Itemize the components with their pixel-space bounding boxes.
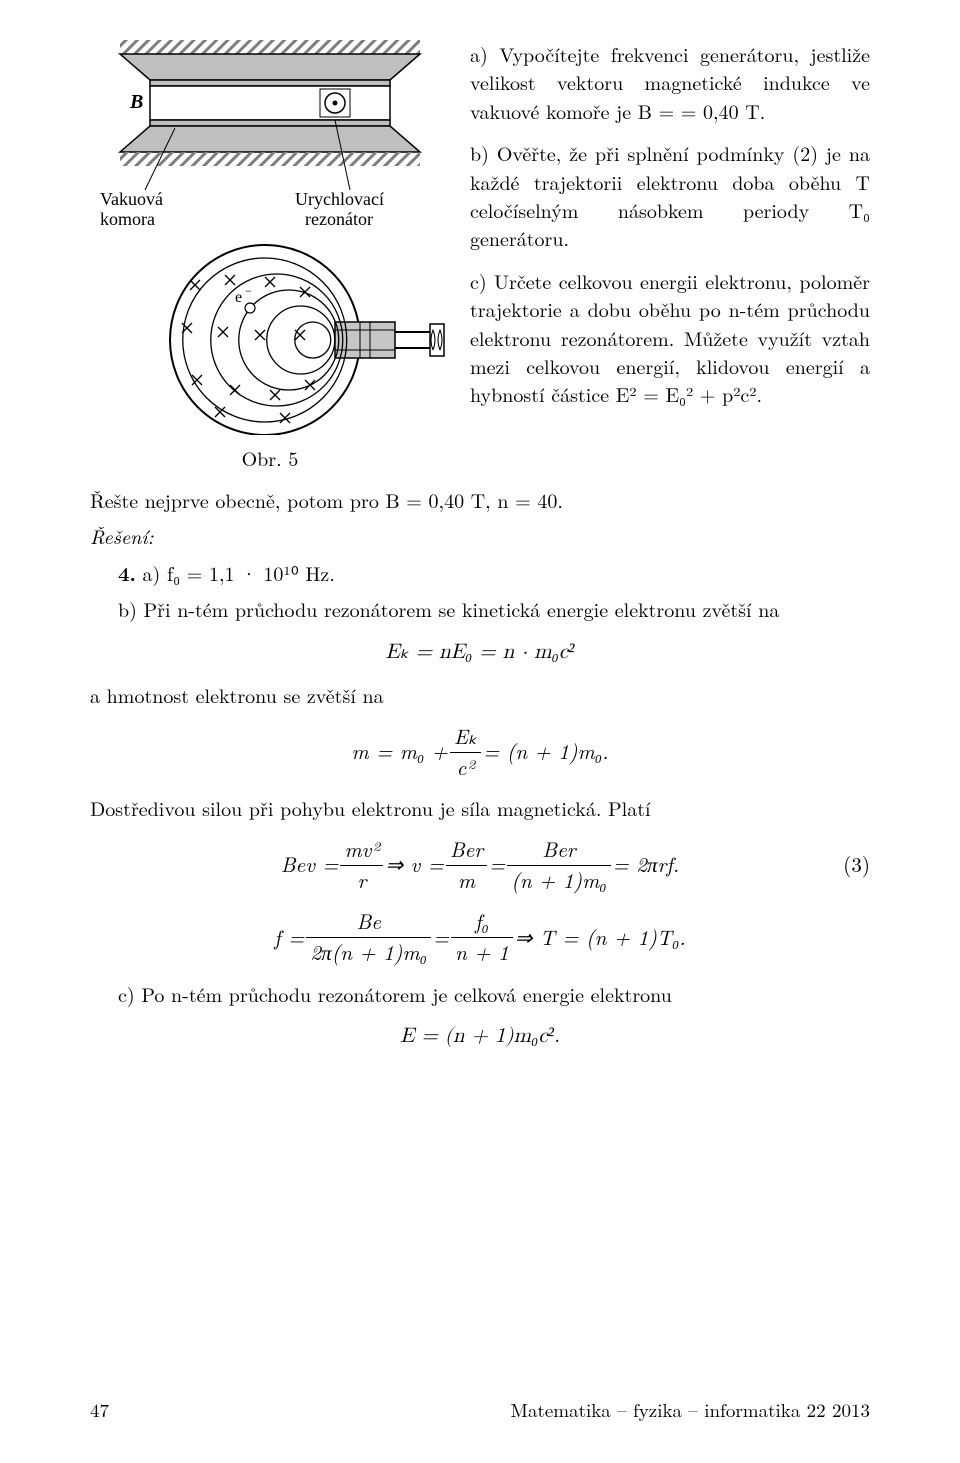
page-footer: 47 Matematika – fyzika – informatika 22 … [90,1396,870,1423]
equation-3: Bev = mv² r ⇒ v = Ber m = Ber (n + 1)m₀ … [90,835,870,896]
equation-4: f = Be 2π(n + 1)m₀ = f₀ n + 1 ⇒ T = (n +… [90,907,870,968]
equation-5: E = (n + 1)m₀c². [90,1022,870,1052]
eq3-f1-den: r [340,865,383,896]
eq2-frac: Eₖ c² [450,722,481,783]
eq2-den: c² [450,752,481,783]
eq4-frac1: Be 2π(n + 1)m₀ [306,907,431,968]
tasks-column: a) Vypočítejte frekvenci generátoru, jes… [450,40,870,423]
eq3-left: Bev = [281,850,339,880]
journal-ref: Matematika – fyzika – informatika 22 201… [511,1396,870,1423]
svg-text:e: e [235,289,242,306]
answer-4a-num: 4. [118,558,136,587]
eq4-f1-num: Be [306,907,431,937]
task-a: a) Vypočítejte frekvenci generátoru, jes… [470,40,870,125]
equation-1: Eₖ = nE₀ = n · m₀c² [90,638,870,668]
eq2-num: Eₖ [450,722,481,752]
eq4-mid: = [433,923,449,953]
eq3-frac2: Ber m [446,835,487,896]
solve-first-line: Řešte nejprve obecně, potom pro B = 0,40… [90,486,870,514]
task-c: c) Určete celkovou energii elektronu, po… [470,267,870,409]
eq3-number: (3) [843,850,870,880]
answer-4a: 4. a) f₀ = 1,1 · 10¹⁰ Hz. [90,559,870,587]
eq3-f2-num: Ber [446,835,487,865]
eq3-f3-num: Ber [507,835,610,865]
equation-2: m = m₀ + Eₖ c² = (n + 1)m₀. [90,722,870,783]
figure-column: B Vakuovákomora Urychlovacírezonátor e− Obr… [90,40,450,472]
eq4-f2-num: f₀ [451,907,513,937]
answer-4a-text: a) f₀ = 1,1 · 10¹⁰ Hz. [136,558,335,587]
eq3-mid: ⇒ v = [385,850,443,880]
eq3-frac3: Ber (n + 1)m₀ [507,835,610,896]
eq2-lhs: m = m₀ + [351,737,447,767]
body-text: Řešte nejprve obecně, potom pro B = 0,40… [90,486,870,1052]
para-c: c) Po n-tém průchodu rezonátorem je celk… [90,980,870,1008]
svg-text:rezonátor: rezonátor [305,209,373,229]
svg-text:komora: komora [100,209,155,229]
eq3-f3-den: (n + 1)m₀ [507,865,610,896]
para-b: b) Při n-tém průchodu rezonátorem se kin… [90,595,870,623]
eq4-frac2: f₀ n + 1 [451,907,513,968]
eq4-rhs: ⇒ T = (n + 1)T₀. [515,923,686,953]
eq4-left: f = [274,923,304,953]
eq3-mid2: = [489,850,505,880]
para-b2: a hmotnost elektronu se zvětší na [90,681,870,709]
para-b3: Dostředivou silou při pohybu elektronu j… [90,794,870,822]
svg-text:B: B [129,91,143,113]
figure-svg: B Vakuovákomora Urychlovacírezonátor e− [90,40,450,435]
svg-text:Urychlovací: Urychlovací [295,189,384,209]
solution-label: Řešení: [90,522,870,550]
eq3-f2-den: m [446,865,487,896]
svg-text:−: − [245,284,252,298]
svg-text:Vakuová: Vakuová [100,189,163,209]
figure-caption: Obr. 5 [242,443,299,472]
page-number: 47 [90,1396,109,1423]
page: B Vakuovákomora Urychlovacírezonátor e− Obr… [0,0,960,1463]
eq4-f2-den: n + 1 [451,937,513,968]
eq4-f1-den: 2π(n + 1)m₀ [306,937,431,968]
top-row: B Vakuovákomora Urychlovacírezonátor e− Obr… [90,40,870,472]
eq3-frac1: mv² r [340,835,383,896]
task-b: b) Ověřte, že při splnění podmínky (2) j… [470,139,870,253]
eq2-rhs: = (n + 1)m₀. [483,737,608,767]
eq3-f1-num: mv² [340,835,383,865]
eq3-rhs: = 2πrf. [613,850,680,880]
